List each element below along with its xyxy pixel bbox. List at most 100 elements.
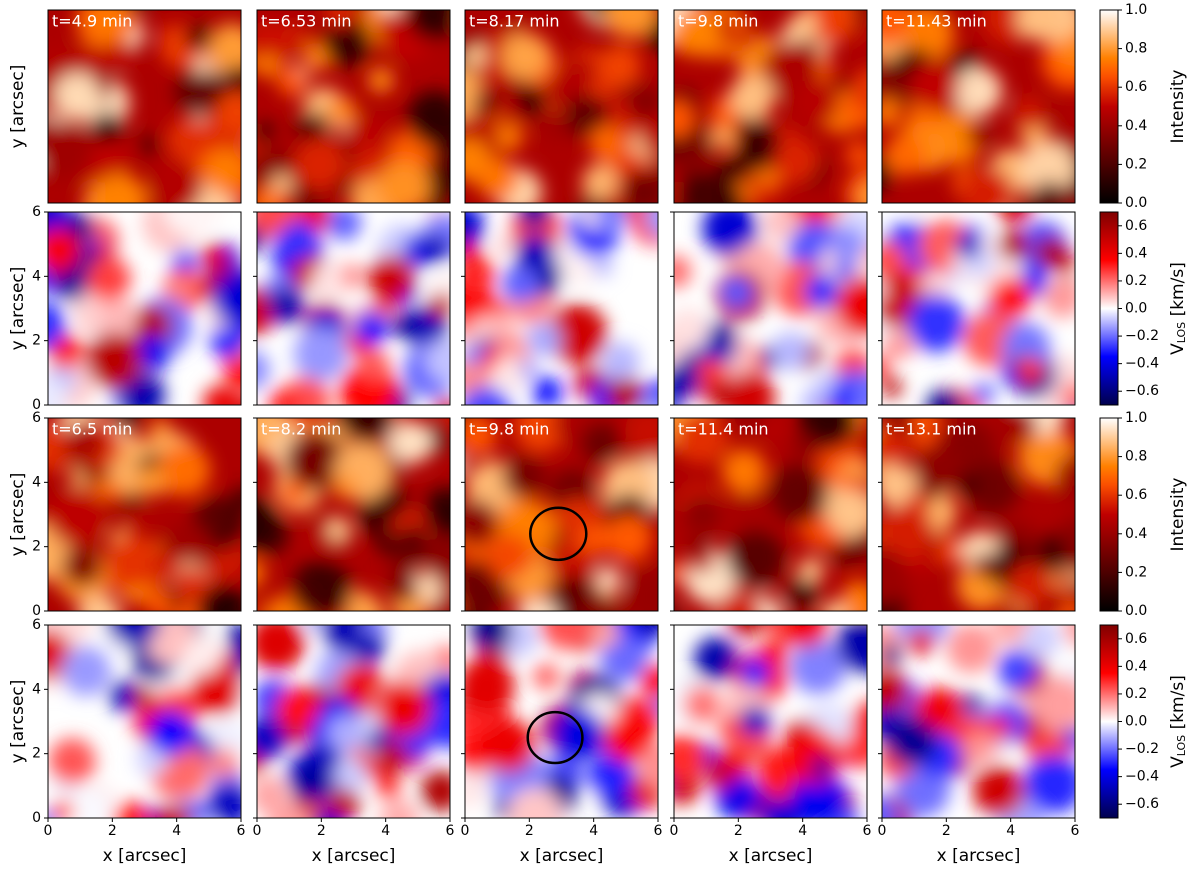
map-blob (705, 761, 735, 790)
map-blob (131, 305, 173, 347)
map-blob (425, 338, 450, 383)
map-blob (231, 640, 241, 674)
map-blob (326, 517, 351, 541)
map-blob (337, 418, 391, 440)
map-blob (713, 591, 763, 611)
map-blob (1035, 236, 1067, 269)
map-blob (48, 302, 66, 349)
map-blob (473, 90, 499, 116)
map-blob (322, 18, 372, 67)
y-tick-label: 6 (32, 204, 41, 220)
map-blob (280, 21, 310, 51)
map-blob (388, 420, 433, 465)
map-blob (852, 374, 867, 405)
panel-title: t=8.17 min (469, 12, 560, 31)
label-main: V (1168, 756, 1188, 768)
map-blob (551, 707, 605, 761)
axes-frame (47, 211, 242, 406)
map-blob (882, 504, 934, 560)
map-blob (1036, 605, 1056, 611)
axes-frame (881, 211, 1076, 406)
map-blob (171, 249, 198, 277)
map-blob (376, 741, 409, 774)
y-tick-label: 4 (32, 681, 41, 697)
map-image (674, 212, 867, 405)
map-blob (674, 733, 707, 783)
colorbar-tick-label: 1.0 (1125, 410, 1147, 426)
map-blob (232, 486, 241, 510)
map-blob (354, 311, 388, 346)
map-blob (48, 738, 96, 785)
map-blob (733, 418, 766, 429)
map-blob (689, 547, 715, 573)
map-blob (327, 715, 364, 751)
map-image (882, 10, 1075, 203)
map-image (48, 10, 241, 203)
map-blob (368, 255, 415, 302)
panel-title: t=4.9 min (52, 12, 132, 31)
colorbar-tick-label: 0.8 (1125, 449, 1147, 465)
map-blob (488, 534, 532, 578)
map-blob (797, 558, 824, 584)
map-blob (640, 664, 658, 699)
map-blob (158, 444, 211, 497)
panel-title: t=6.5 min (52, 420, 132, 439)
x-tick-label: 4 (798, 823, 807, 839)
x-tick-label: 6 (446, 823, 455, 839)
map-blob (136, 466, 167, 497)
map-blob (187, 800, 209, 818)
map-blob (674, 560, 684, 584)
x-tick-label: 6 (863, 823, 872, 839)
map-blob (711, 323, 736, 348)
map-blob (147, 710, 194, 756)
colorbar-tick-label: 0.2 (1125, 273, 1147, 289)
axes-frame (673, 417, 868, 612)
map-blob (208, 24, 241, 75)
map-blob (379, 799, 420, 818)
map-blob (828, 490, 867, 538)
x-tick-label: 4 (589, 823, 598, 839)
map-blob (257, 121, 274, 145)
map-blob (185, 23, 212, 51)
map-blob (198, 508, 225, 535)
map-blob (845, 141, 867, 168)
map-blobs (257, 10, 450, 203)
map-blob (86, 256, 131, 302)
map-image (257, 418, 450, 611)
panel-title: t=9.8 min (469, 420, 549, 439)
map-blob (515, 233, 555, 274)
map-blob (1032, 676, 1075, 733)
map-blob (604, 10, 658, 38)
colorbar-label: VLOS [km/s] (1168, 262, 1188, 355)
map-blob (465, 778, 484, 807)
map-blob (675, 418, 729, 465)
y-axis-label: y [arcsec] (8, 680, 28, 764)
colorbar-tick-label: 0.2 (1125, 156, 1147, 172)
map-image (465, 10, 658, 203)
x-tick-label: 0 (878, 823, 887, 839)
map-blob (257, 212, 295, 231)
map-blob (291, 586, 316, 611)
map-blobs (257, 418, 450, 611)
annotation-circle (529, 506, 588, 562)
map-blobs (674, 625, 867, 818)
map-blob (48, 122, 94, 180)
y-tick-label: 0 (32, 810, 41, 826)
colorbar-tick-label: −0.4 (1125, 769, 1159, 785)
map-image (674, 10, 867, 203)
map-blob (203, 149, 241, 193)
map-blob (311, 262, 348, 298)
map-blob (627, 84, 658, 121)
map-blob (465, 345, 484, 366)
map-blob (210, 321, 241, 358)
x-tick-label: 6 (237, 823, 246, 839)
map-blobs (48, 212, 241, 405)
panel-title: t=6.53 min (261, 12, 352, 31)
colorbar (1099, 211, 1119, 406)
map-blob (207, 782, 241, 818)
map-blob (908, 629, 935, 656)
colorbar-tick-label: −0.4 (1125, 356, 1159, 372)
map-blob (1013, 96, 1046, 130)
map-blobs (48, 418, 241, 611)
axes-frame (881, 9, 1076, 204)
